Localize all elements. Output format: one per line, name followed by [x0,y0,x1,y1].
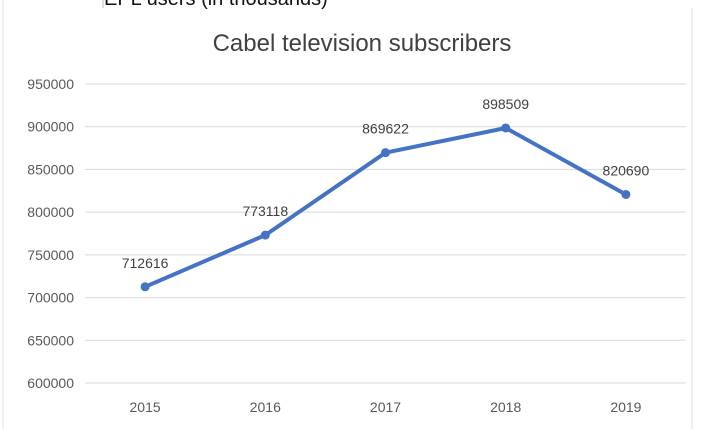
data-labels: 712616 773118 869622 898509 820690 [122,96,650,271]
data-point [140,282,150,292]
x-tick-label: 2015 [130,399,161,415]
y-tick-label: 800000 [27,204,74,220]
data-point [260,230,270,240]
data-point [381,148,390,158]
data-label: 773118 [242,203,288,219]
y-tick-label: 600000 [27,375,74,391]
data-point [501,123,511,133]
series-line [140,123,631,292]
x-tick-label: 2019 [610,399,641,415]
x-tick-label: 2018 [490,399,521,415]
y-tick-label: 950000 [27,76,74,92]
y-tick-label: 900000 [27,119,74,135]
data-label: 898509 [482,96,529,112]
gridlines [85,83,686,384]
x-axis-ticks: 2015 2016 2017 2018 2019 [130,399,642,415]
x-tick-label: 2016 [250,399,281,415]
data-point [621,189,631,199]
y-axis-ticks: 600000 650000 700000 750000 800000 850000 9000… [27,76,74,391]
y-tick-label: 700000 [27,290,74,306]
data-label: 869622 [362,121,409,137]
data-label: 820690 [603,162,650,178]
y-tick-label: 750000 [27,247,74,263]
header-fragment: EPL users (in thousands) [104,0,328,11]
chart-title: Cabel television subscribers [213,30,512,57]
y-tick-label: 850000 [27,161,74,177]
y-tick-label: 650000 [27,332,74,348]
data-label: 712616 [122,255,169,271]
x-tick-label: 2017 [370,399,401,415]
